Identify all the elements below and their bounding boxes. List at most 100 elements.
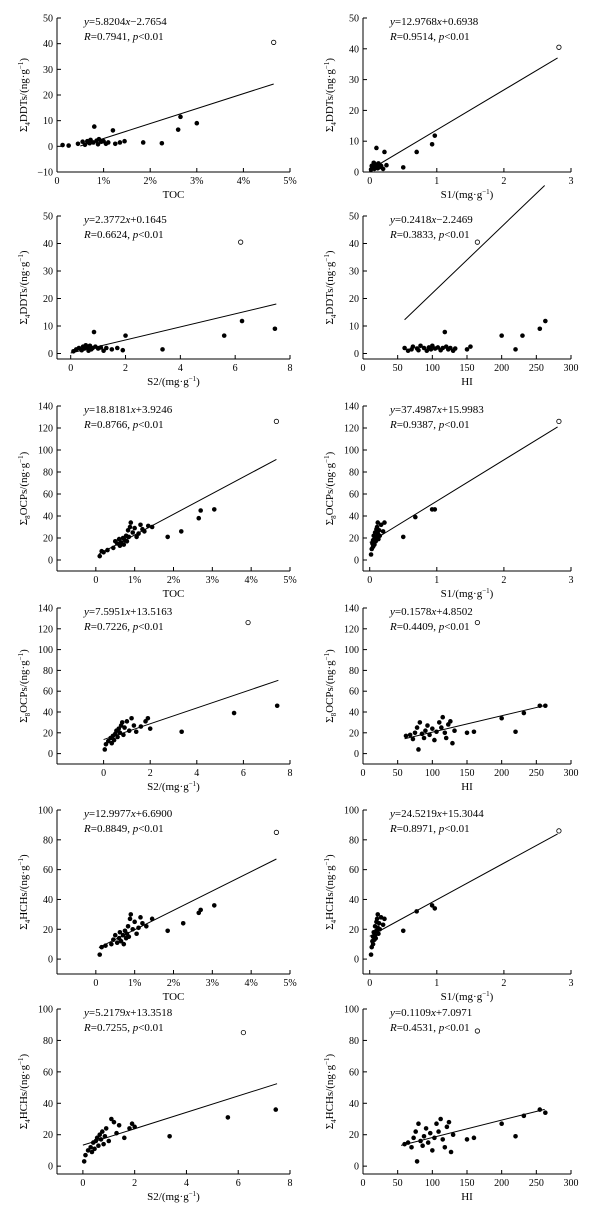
data-point — [414, 1159, 420, 1164]
data-point — [416, 347, 421, 353]
data-point — [122, 1135, 127, 1141]
x-tick-label: 150 — [460, 363, 475, 374]
x-tick-label: 0 — [93, 978, 98, 989]
data-point — [468, 344, 473, 349]
panel-row4-left: 0 2 4 6 8020406080100120140S2/(mg·g−1)Σ8OCPs… — [17, 604, 293, 794]
y-axis-label-close: ) — [324, 451, 336, 455]
y-axis-label-sigma: Σ — [18, 126, 30, 132]
x-tick-label: 100 — [425, 768, 440, 779]
x-axis-label-close: ) — [196, 376, 200, 388]
x-axis-label-sup: −1 — [189, 780, 197, 788]
x-tick-label: 250 — [529, 768, 544, 779]
outlier-point — [474, 239, 480, 245]
regression-equation-var-0: y — [389, 808, 395, 820]
regression-stats: R=0.9387, p<0.01 — [389, 419, 470, 431]
data-point — [138, 522, 143, 528]
data-point — [142, 529, 147, 534]
regression-equation-var-0: y — [389, 214, 395, 226]
x-axis-label: HI — [461, 781, 473, 793]
x-axis-label: TOC — [163, 588, 185, 600]
data-point — [464, 347, 470, 352]
data-point — [400, 534, 406, 540]
y-axis-label-main: DDTs/(ng·g — [324, 261, 336, 315]
regression-equation-var-2: x — [130, 404, 136, 416]
y-tick-label: 60 — [349, 490, 359, 501]
regression-stats-part-3: <0.01 — [444, 31, 469, 43]
data-point — [88, 1144, 93, 1150]
y-tick-label: 20 — [43, 728, 53, 739]
y-tick-label: 20 — [43, 925, 53, 936]
x-tick-label: 200 — [494, 1178, 509, 1189]
data-point — [382, 149, 387, 155]
data-point — [450, 740, 455, 746]
data-point — [400, 165, 406, 170]
x-tick-label: 3% — [206, 575, 219, 586]
x-axis-label: S2/(mg·g−1) — [147, 780, 200, 793]
x-axis-label-close: ) — [490, 991, 494, 1003]
regression-equation-part-3: −2.7654 — [130, 16, 167, 28]
y-tick-label: 50 — [349, 14, 359, 25]
data-point — [175, 127, 181, 132]
regression-stats-part-3: <0.01 — [444, 229, 469, 241]
data-point — [427, 1130, 433, 1136]
regression-stats-part-1: =0.9387, — [397, 419, 439, 431]
regression-equation-var-0: y — [83, 606, 89, 618]
data-point — [410, 344, 416, 349]
data-point — [98, 345, 104, 350]
data-point — [178, 529, 184, 534]
data-point — [120, 347, 126, 353]
y-axis-label: Σ8OCPs/(ng·g−1) — [323, 649, 338, 723]
x-tick-label: 100 — [425, 1178, 440, 1189]
data-point — [373, 935, 379, 941]
x-tick-label: 300 — [564, 1178, 579, 1189]
outlier-point — [474, 619, 480, 626]
regression-equation-var-2: x — [124, 214, 130, 226]
x-axis-label: S1/(mg·g−1) — [441, 990, 494, 1003]
y-axis-label: Σ4DDTs/(ng·g−1) — [17, 58, 32, 132]
regression-line — [82, 1083, 278, 1146]
regression-equation-part-3: +4.8502 — [436, 606, 472, 618]
y-tick-label: 40 — [43, 512, 53, 523]
regression-equation-part-3: +3.9246 — [136, 404, 173, 416]
y-tick-label: 0 — [48, 1162, 53, 1173]
data-point — [129, 1121, 135, 1127]
x-tick-label: 300 — [564, 363, 579, 374]
data-point — [370, 941, 376, 947]
x-tick-label: 0 — [101, 768, 106, 779]
regression-equation-part-3: +7.0971 — [436, 1007, 472, 1019]
y-axis-label-sup: −1 — [17, 652, 25, 660]
y-tick-label: 40 — [349, 1099, 359, 1110]
data-point — [377, 926, 383, 932]
data-point — [105, 547, 110, 553]
outlier-point — [271, 39, 277, 45]
y-axis-label-sub: 4 — [330, 1119, 338, 1123]
regression-equation-var-2: x — [436, 404, 442, 416]
y-tick-label: 50 — [43, 212, 53, 223]
x-tick-label: 200 — [494, 768, 509, 779]
data-point — [111, 545, 116, 551]
x-tick-label: 0 — [68, 363, 73, 374]
x-axis-label: S2/(mg·g−1) — [147, 375, 200, 388]
panel-row6-left: 0 2 4 6 8020406080100S2/(mg·g−1)Σ4HCHs/(ng·g… — [17, 1005, 293, 1204]
y-axis-label: Σ8OCPs/(ng·g−1) — [17, 451, 32, 525]
x-tick-label: 50 — [393, 768, 403, 779]
x-axis-label-main: HI — [461, 1191, 473, 1203]
data-point — [132, 525, 137, 531]
regression-equation-var-0: y — [83, 808, 89, 820]
regression-stats-part-3: <0.01 — [138, 621, 163, 633]
y-axis-label-sup: −1 — [323, 61, 331, 69]
y-tick-label: 10 — [349, 137, 359, 148]
y-tick-label: 100 — [38, 446, 53, 457]
y-axis-label-sigma: Σ — [18, 318, 30, 324]
data-point — [91, 329, 97, 335]
data-point — [109, 941, 114, 947]
outlier-point — [238, 239, 244, 245]
data-point — [411, 1135, 416, 1141]
data-point — [376, 528, 382, 533]
data-point — [419, 731, 425, 737]
y-tick-label: 0 — [354, 349, 359, 360]
y-tick-label: 30 — [349, 75, 359, 86]
data-point — [434, 1121, 439, 1127]
data-point — [89, 1149, 95, 1155]
data-point — [130, 926, 136, 932]
